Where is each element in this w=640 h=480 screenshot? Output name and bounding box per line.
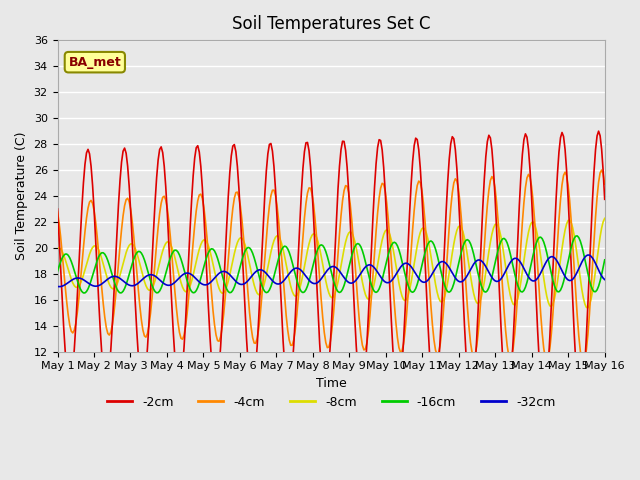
X-axis label: Time: Time [316,377,346,390]
Legend: -2cm, -4cm, -8cm, -16cm, -32cm: -2cm, -4cm, -8cm, -16cm, -32cm [102,391,560,414]
Text: BA_met: BA_met [68,56,121,69]
Title: Soil Temperatures Set C: Soil Temperatures Set C [232,15,430,33]
Y-axis label: Soil Temperature (C): Soil Temperature (C) [15,132,28,260]
